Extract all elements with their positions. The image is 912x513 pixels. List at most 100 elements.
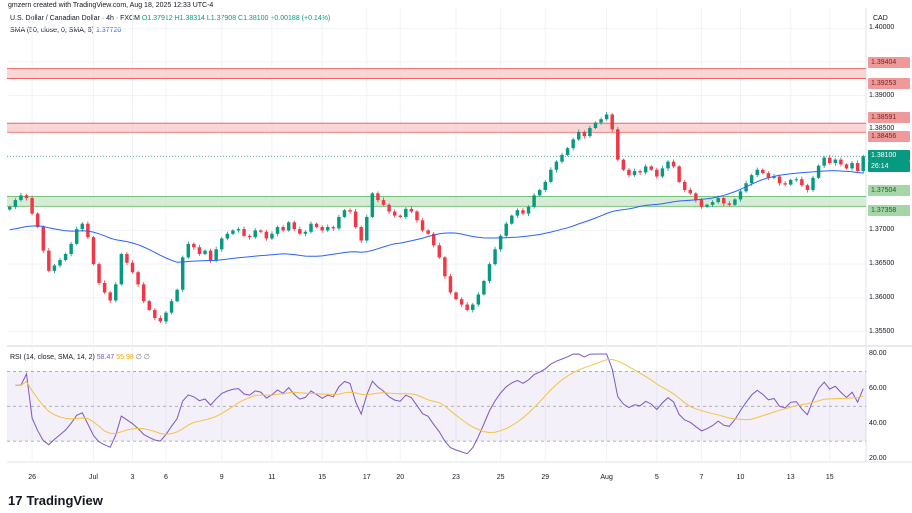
candle-body [794, 179, 799, 181]
candle-body [571, 139, 575, 149]
candle-body [326, 227, 330, 231]
candle-body [292, 222, 296, 230]
candle-body [560, 154, 564, 162]
candle-body [353, 211, 358, 228]
candle-body [69, 243, 73, 255]
rsi-tick-label: 40.00 [869, 419, 887, 427]
candle-body [521, 210, 525, 214]
candle-body [839, 159, 843, 165]
candle-body [431, 233, 436, 246]
candle-body [415, 211, 419, 221]
candle-body [175, 289, 179, 302]
candle-body [359, 227, 363, 241]
rsi-sma-line [15, 358, 864, 435]
candle-body [426, 230, 430, 234]
candle-body [476, 294, 481, 305]
candle-body [342, 210, 347, 217]
tradingview-logo-icon: 17 [8, 493, 23, 508]
candle-body [577, 132, 581, 140]
candle-body [58, 260, 62, 266]
rsi-tick-label: 80.00 [869, 349, 887, 357]
rsi-line [15, 353, 864, 455]
rsi-legend[interactable]: RSI (14, close, SMA, 14, 2) 58.47 55.98 … [10, 353, 150, 361]
candle-body [471, 304, 475, 310]
candle-body [314, 223, 319, 228]
symbol-legend[interactable]: U.S. Dollar / Canadian Dollar · 4h · FXC… [10, 15, 330, 22]
candle-body [459, 299, 464, 305]
candle-body [225, 233, 230, 239]
candle-body [515, 210, 520, 216]
candle-body [398, 215, 402, 217]
candle-body [755, 169, 759, 176]
candle-body [231, 230, 235, 234]
time-tick-label: 20 [396, 474, 404, 481]
time-tick-label: Aug [600, 474, 613, 481]
candle-body [655, 169, 659, 177]
tradingview-logo[interactable]: 17 TradingView [8, 493, 103, 508]
candle-body [554, 161, 559, 170]
candle-body [504, 223, 508, 236]
candle-body [97, 264, 101, 283]
candle-body [220, 238, 224, 250]
candle-body [91, 237, 96, 265]
candle-body [777, 176, 782, 184]
time-tick-label: 29 [541, 474, 549, 481]
current-price-tag: 1.38100 [868, 150, 910, 162]
candle-body [761, 169, 765, 174]
time-tick-label: 10 [737, 474, 745, 481]
candle-body [588, 127, 592, 137]
symbol-title: U.S. Dollar / Canadian Dollar · 4h · FXC… [10, 15, 140, 22]
sma-50-line [9, 170, 864, 263]
candle-body [448, 276, 453, 293]
candle-body [24, 195, 29, 199]
candle-body [192, 243, 196, 248]
candle-body [487, 264, 492, 281]
candle-body [136, 272, 140, 285]
candle-body [666, 161, 670, 169]
candle-body [208, 250, 213, 261]
candle-body [387, 204, 391, 212]
candle-body [649, 166, 653, 170]
candle-body [593, 122, 598, 128]
candle-body [253, 230, 257, 238]
candle-body [376, 193, 380, 201]
candle-body [850, 163, 854, 169]
candle-body [186, 243, 191, 258]
sma-legend[interactable]: SMA (50, close, 0, SMA, 5) 1.37720 [10, 27, 121, 34]
time-tick-label: 15 [826, 474, 834, 481]
zone-support [7, 196, 866, 207]
candle-body [443, 257, 447, 277]
candle-body [616, 129, 620, 160]
candle-body [604, 114, 609, 120]
candle-body [643, 166, 648, 173]
candle-body [303, 231, 308, 234]
time-tick-label: 25 [497, 474, 505, 481]
time-tick-label: 5 [655, 474, 659, 481]
price-tick-label: 1.39000 [869, 91, 895, 99]
candle-body [309, 223, 313, 232]
candle-body [688, 189, 693, 194]
candle-body [63, 254, 68, 261]
currency-label[interactable]: CAD [873, 15, 888, 22]
candle-body [465, 304, 469, 310]
candle-body [381, 200, 386, 205]
zone-resistance-lower [7, 123, 866, 133]
chart-credit: gmzern created with TradingView.com, Aug… [8, 2, 214, 9]
candle-countdown-tag: 26:14 [868, 161, 910, 173]
candle-body [621, 159, 626, 170]
price-tick-label: 1.38500 [869, 125, 895, 133]
candle-body [532, 195, 536, 207]
candle-body [733, 199, 737, 205]
candle-body [727, 203, 732, 205]
candle-body [80, 223, 85, 230]
candle-body [19, 195, 23, 201]
price-tick-label: 1.37000 [869, 226, 895, 234]
candle-body [844, 164, 849, 169]
time-tick-label: 11 [268, 474, 275, 481]
candle-body [822, 157, 826, 166]
price-tick-label: 1.36500 [869, 260, 895, 268]
candle-body [247, 235, 252, 238]
candle-body [164, 312, 168, 322]
candle-body [599, 119, 603, 123]
